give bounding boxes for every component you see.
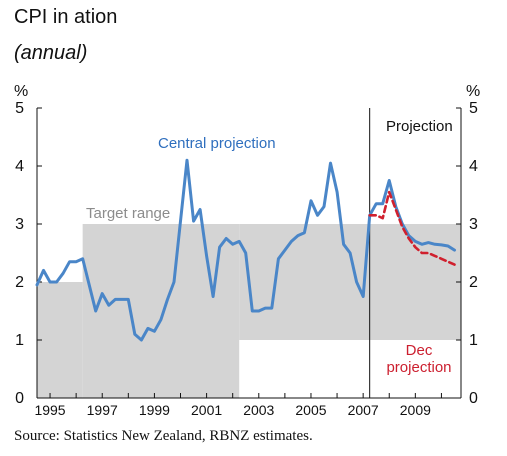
dec-projection-line xyxy=(368,190,456,266)
y-axis-unit-right: % xyxy=(466,83,480,100)
x-tick-label: 2009 xyxy=(400,402,431,418)
projection-label: Projection xyxy=(386,118,453,135)
x-tick-label: 2005 xyxy=(295,402,326,418)
y-tick-label-left: 4 xyxy=(15,158,24,175)
chart-title: CPI in ation xyxy=(14,6,118,28)
y-tick-label-left: 5 xyxy=(15,100,24,117)
axes-layer xyxy=(36,107,462,399)
central-projection-line xyxy=(35,158,456,342)
x-tick-label: 2001 xyxy=(191,402,222,418)
chart-subtitle: (annual) xyxy=(14,42,88,64)
source-note: Source: Statistics New Zealand, RBNZ est… xyxy=(14,428,313,444)
y-tick-label-left: 3 xyxy=(15,216,24,233)
x-tick-label: 1997 xyxy=(87,402,118,418)
target-range-label: Target range xyxy=(86,205,170,222)
y-tick-label-left: 1 xyxy=(15,332,24,349)
y-tick-label-left: 2 xyxy=(15,274,24,291)
dec-projection-label-line1: Dec xyxy=(406,342,433,359)
y-tick-label-right: 4 xyxy=(469,158,478,175)
y-tick-label-right: 2 xyxy=(469,274,478,291)
target-band-segment xyxy=(37,282,83,398)
y-tick-label-right: 1 xyxy=(469,332,478,349)
dec-projection-label-line2: projection xyxy=(386,359,451,376)
x-tick-label: 1995 xyxy=(34,402,65,418)
central-projection-label: Central projection xyxy=(158,135,276,152)
series-layer xyxy=(35,158,456,342)
y-tick-label-right: 0 xyxy=(469,390,478,407)
target-band-segment xyxy=(82,224,240,398)
x-tick-label: 2003 xyxy=(243,402,274,418)
y-tick-label-right: 3 xyxy=(469,216,478,233)
x-tick-label: 1999 xyxy=(139,402,170,418)
y-tick-label-left: 0 xyxy=(15,390,24,407)
cpi-inflation-chart: % % Central projection Target range Proj… xyxy=(14,83,480,418)
labels-layer: % % Central projection Target range Proj… xyxy=(14,83,480,418)
y-tick-label-right: 5 xyxy=(469,100,478,117)
y-axis-unit-left: % xyxy=(14,83,28,100)
x-tick-label: 2007 xyxy=(348,402,379,418)
